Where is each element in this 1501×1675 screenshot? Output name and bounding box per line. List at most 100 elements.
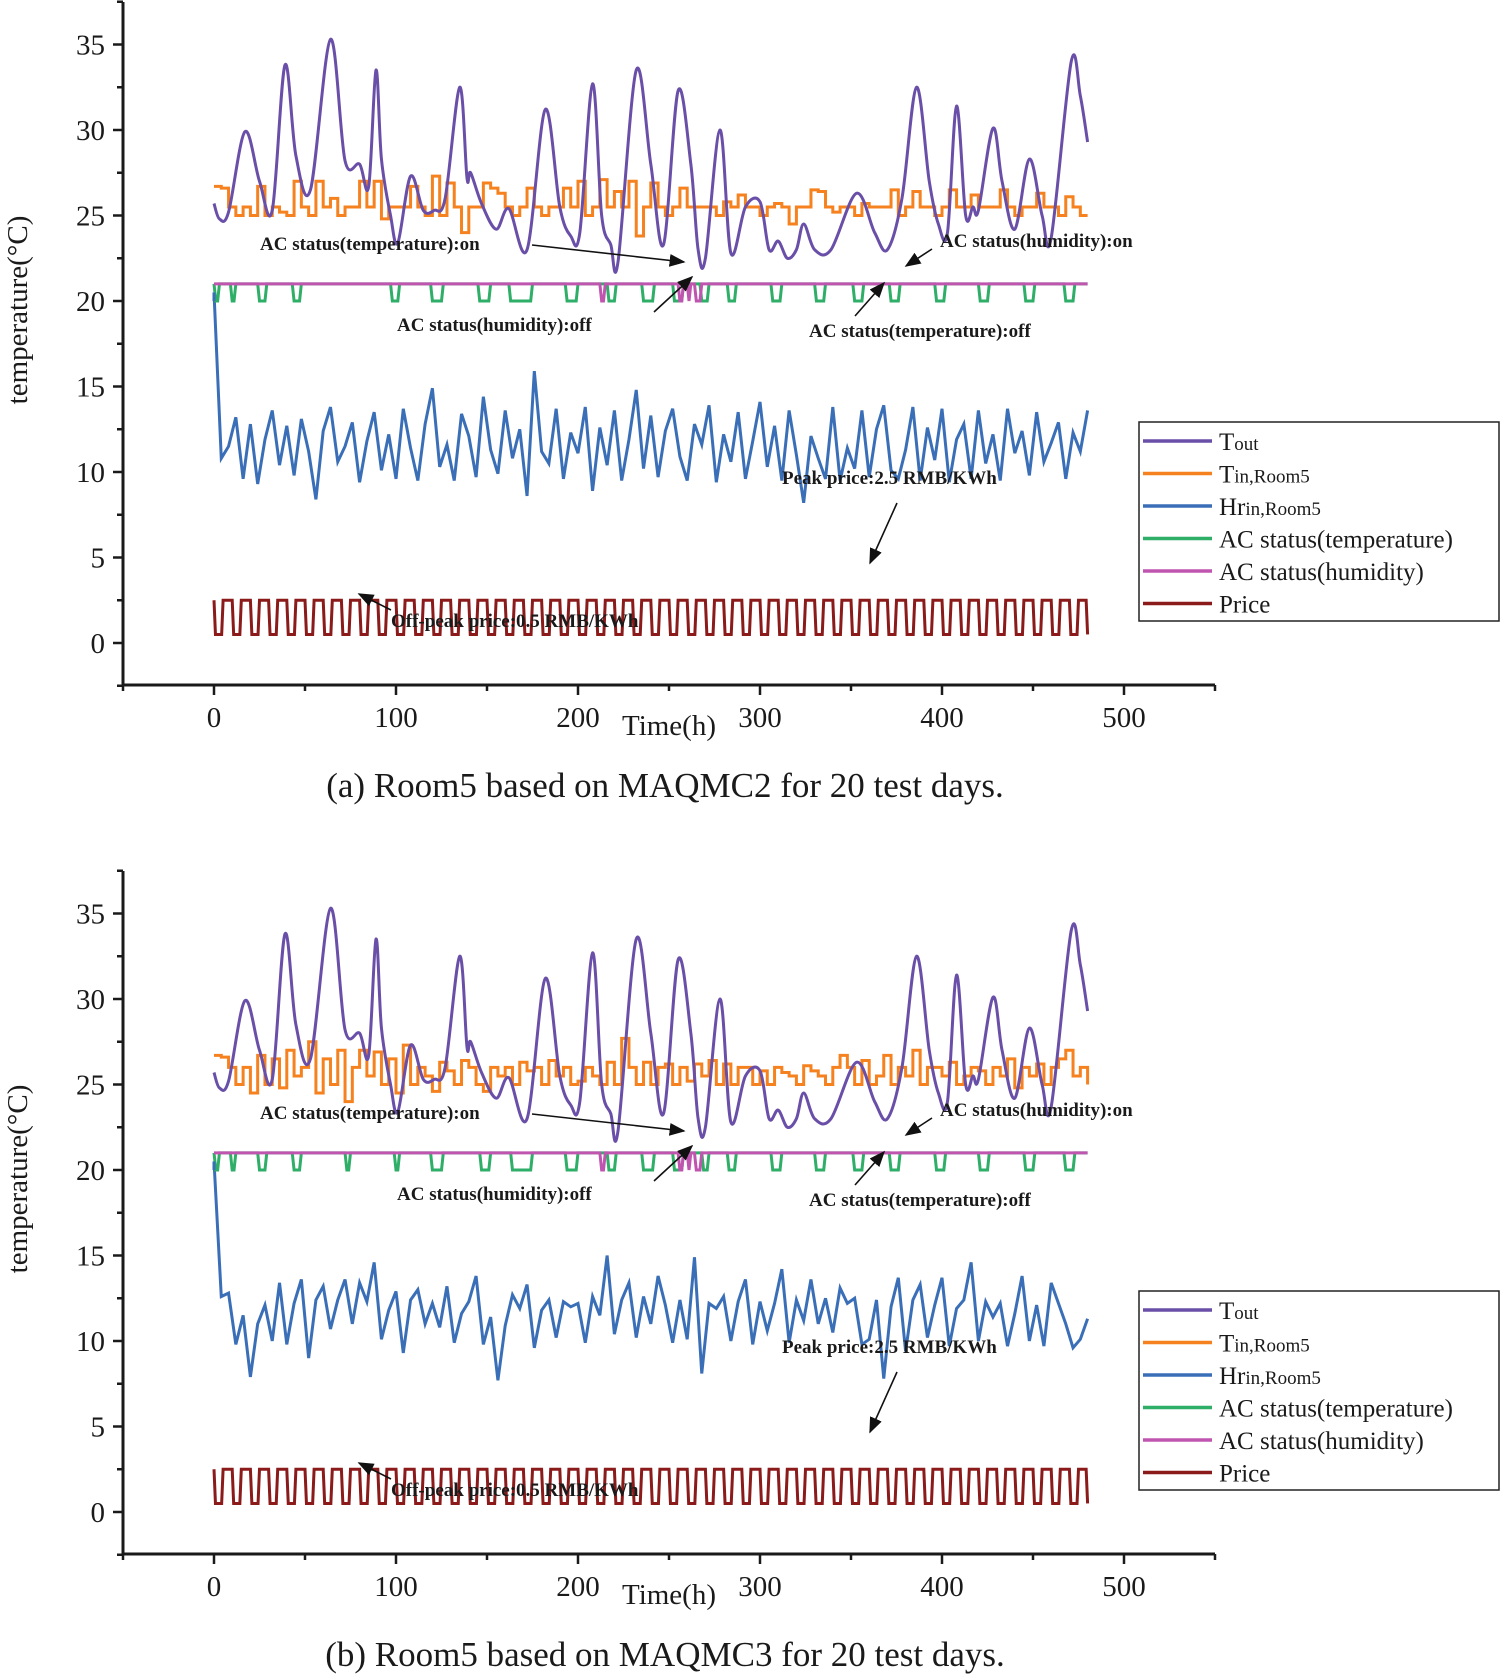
series-ac-status-temperature [212,282,1088,303]
legend-box [1138,1290,1500,1491]
y-tick-label: 25 [76,201,105,233]
annotation-ac-hum-on: AC status(humidity):on [940,231,1133,252]
x-axis-title: Time(h) [622,710,716,742]
legend-label-main: Price [1219,1461,1270,1488]
series-tin-room5 [214,174,1088,238]
series-tout [212,906,1090,1143]
series-ac-status-humidity [214,282,1088,303]
annotation-ac-hum-on: AC status(humidity):on [940,1100,1133,1121]
x-tick-label: 100 [374,1571,418,1603]
legend-item-ac-hum: AC status(humidity) [1143,1428,1424,1455]
legend-item-tout: Tout [1143,429,1259,456]
y-tick-label: 15 [76,372,105,404]
legend-label: Tout [1219,429,1259,456]
series-hr-in-room5 [212,292,1090,504]
x-tick-label: 0 [207,1571,222,1603]
legend-item-ac-temp: AC status(temperature) [1143,1396,1453,1423]
legend-label-main: T [1219,429,1234,456]
legend-item-price: Price [1143,592,1270,619]
legend-label-main: T [1219,1331,1234,1358]
annotation-arrow [653,275,694,313]
annotation-arrow [357,593,392,611]
legend-item-hr: Hrin,Room5 [1143,1363,1321,1390]
legend-label-sub: out [1234,434,1259,455]
y-tick-label: 25 [76,1070,105,1102]
legend-label-main: Price [1219,592,1270,619]
legend-label-main: AC status(humidity) [1219,559,1424,586]
legend-label-main: Hr [1219,1363,1246,1390]
series-price [212,598,1090,636]
legend-item-price: Price [1143,1461,1270,1488]
legend-item-tin: Tin,Room5 [1143,1331,1310,1358]
chart-b: 0 5 10 15 20 25 30 35 0 100 200 300 400 500 Time(h) tem… [2,869,1500,1674]
x-tick-label: 400 [920,702,964,734]
y-tick-label: 10 [76,1326,105,1358]
legend-box [1138,421,1500,622]
annotation-offpeak: Off-peak price:0.5 RMB/KWh [391,611,639,632]
legend-item-ac-hum: AC status(humidity) [1143,559,1424,586]
annotation-offpeak: Off-peak price:0.5 RMB/KWh [391,1480,639,1501]
legend-label: Price [1219,592,1270,619]
legend-label-sub: in,Room5 [1245,1368,1320,1389]
annotation-arrow [854,281,886,317]
x-tick-label: 200 [556,1571,600,1603]
y-tick-label: 0 [91,628,106,660]
annotation-arrow [854,1150,886,1186]
legend-label-sub: in,Room5 [1234,1336,1309,1357]
legend-item-hr: Hrin,Room5 [1143,494,1321,521]
annotation-arrow [869,502,898,565]
annotation-arrow [653,1144,694,1182]
legend-label: AC status(temperature) [1219,527,1453,554]
figure-caption: (a) Room5 based on MAQMC2 for 20 test da… [326,766,1004,805]
y-tick-label: 30 [76,984,105,1016]
y-tick-label: 5 [91,543,106,575]
figure-caption: (b) Room5 based on MAQMC3 for 20 test da… [325,1635,1005,1674]
y-tick-label: 20 [76,1155,105,1187]
series-tin-room5 [214,1036,1090,1104]
x-tick-label: 0 [207,702,222,734]
x-tick-label: 400 [920,1571,964,1603]
legend-label-main: T [1219,462,1234,489]
annotation-ac-temp-on: AC status(temperature):on [260,1103,480,1124]
x-tick-label: 500 [1102,702,1146,734]
series-ac-status-temperature [212,1151,1088,1172]
legend-label: AC status(humidity) [1219,1428,1424,1455]
annotation-arrow [357,1462,392,1480]
y-axis-title: temperature(°C) [2,1085,34,1274]
legend-label: Hrin,Room5 [1219,1363,1321,1390]
annotation-arrow [904,248,933,267]
y-tick-label: 0 [91,1497,106,1529]
legend-label-main: Hr [1219,494,1246,521]
y-tick-label: 5 [91,1412,106,1444]
series-tout [212,37,1090,274]
x-axis-title: Time(h) [622,1579,716,1611]
annotation-arrow [531,1113,686,1136]
legend-label-main: T [1219,1298,1234,1325]
legend-label: Tin,Room5 [1219,462,1310,489]
annotation-arrow [869,1371,898,1434]
x-tick-label: 100 [374,702,418,734]
legend-label-main: AC status(temperature) [1219,1396,1453,1423]
x-tick-label: 300 [738,702,782,734]
legend-item-tin: Tin,Room5 [1143,462,1310,489]
y-tick-label: 30 [76,115,105,147]
y-tick-label: 35 [76,899,105,931]
legend-item-ac-temp: AC status(temperature) [1143,527,1453,554]
y-axis-title: temperature(°C) [2,216,34,405]
y-tick-label: 15 [76,1241,105,1273]
x-tick-label: 500 [1102,1571,1146,1603]
annotation-peak: Peak price:2.5 RMB/KWh [782,1337,997,1358]
annotation-ac-temp-off: AC status(temperature):off [809,1190,1031,1211]
annotation-arrow [531,244,686,267]
legend-label-sub: in,Room5 [1245,499,1320,520]
y-tick-label: 10 [76,457,105,489]
legend-label: AC status(humidity) [1219,559,1424,586]
series-price [212,1467,1090,1505]
y-tick-label: 35 [76,30,105,62]
legend-label: Tout [1219,1298,1259,1325]
y-tick-label: 20 [76,286,105,318]
annotation-peak: Peak price:2.5 RMB/KWh [782,468,997,489]
